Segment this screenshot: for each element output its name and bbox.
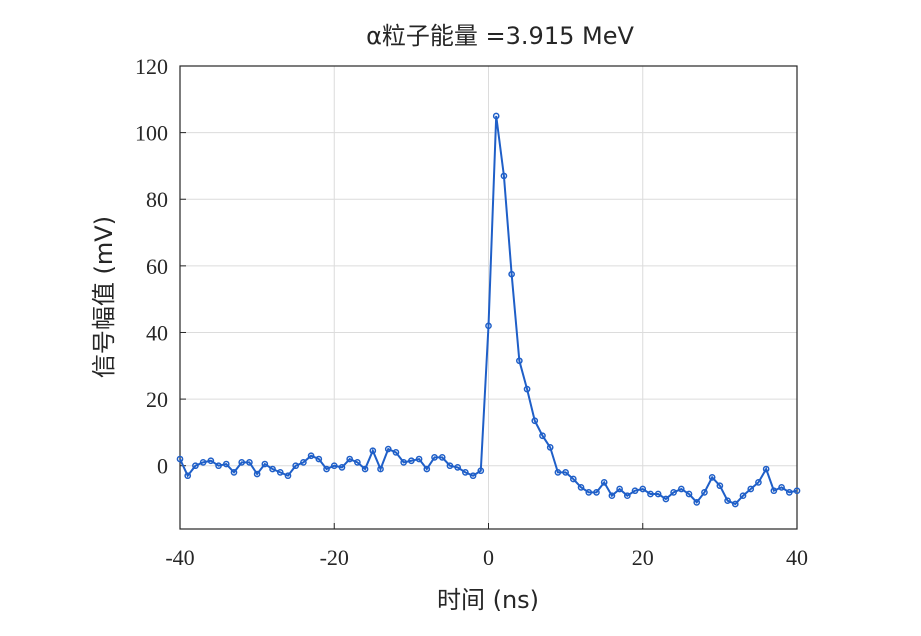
data-point	[361, 465, 369, 473]
data-point	[485, 322, 492, 330]
data-point	[462, 469, 469, 476]
data-point	[369, 447, 377, 455]
data-point	[323, 465, 330, 473]
data-point	[593, 489, 600, 496]
data-point	[469, 472, 477, 480]
x-axis-label: 时间 (ns)	[437, 586, 539, 614]
data-point	[238, 459, 246, 466]
data-point	[508, 270, 515, 278]
data-point	[446, 462, 454, 470]
data-point	[693, 499, 701, 506]
data-point	[423, 465, 431, 473]
data-point	[662, 495, 670, 503]
data-point	[261, 460, 269, 468]
data-point	[546, 444, 554, 451]
data-point	[222, 460, 230, 468]
data-point	[330, 462, 338, 470]
data-point	[246, 459, 253, 466]
data-point	[276, 469, 284, 476]
data-point	[785, 489, 793, 496]
data-point	[516, 357, 523, 365]
data-point	[415, 455, 423, 463]
data-point	[523, 385, 531, 393]
data-point	[685, 490, 693, 498]
data-point	[677, 485, 685, 493]
data-point	[577, 484, 585, 491]
data-point	[477, 467, 485, 475]
data-point	[176, 455, 184, 463]
data-point	[739, 492, 747, 500]
data-point	[708, 474, 716, 481]
data-point	[207, 457, 215, 465]
x-tick-label: -20	[320, 545, 349, 570]
data-point	[184, 472, 192, 480]
data-point	[770, 487, 778, 495]
data-point	[755, 479, 762, 486]
data-point	[778, 484, 785, 491]
data-point	[492, 112, 500, 120]
data-point	[307, 452, 315, 460]
y-tick-label: 120	[135, 54, 168, 79]
data-point	[616, 485, 623, 493]
data-point	[192, 462, 199, 470]
chart-title: α粒子能量 =3.915 MeV	[366, 22, 634, 50]
x-tick-label: 40	[786, 545, 808, 570]
y-tick-label: 60	[146, 254, 168, 279]
y-tick-label: 40	[146, 320, 168, 345]
data-point	[724, 497, 731, 505]
data-point	[562, 469, 569, 476]
data-point	[647, 490, 654, 498]
data-point	[199, 459, 207, 466]
data-point	[400, 459, 408, 466]
y-tick-label: 80	[146, 187, 168, 212]
data-point	[731, 500, 739, 508]
data-point	[623, 492, 631, 500]
data-point	[431, 454, 438, 461]
data-point	[315, 455, 323, 463]
data-point	[454, 464, 461, 471]
data-point	[701, 489, 708, 496]
data-point	[608, 492, 616, 500]
data-point	[569, 475, 577, 483]
plot-frame	[179, 65, 798, 530]
data-point	[408, 457, 415, 465]
data-point	[230, 469, 238, 476]
x-tick-label: 20	[632, 545, 654, 570]
y-tick-label: 0	[157, 454, 168, 479]
data-point	[670, 489, 677, 496]
data-point	[631, 487, 639, 495]
data-point	[716, 482, 724, 490]
data-point	[300, 459, 307, 466]
y-tick-label: 20	[146, 387, 168, 412]
data-point	[253, 470, 261, 478]
data-point	[554, 469, 562, 476]
data-point	[500, 172, 508, 180]
data-point	[438, 454, 446, 461]
x-tick-label: 0	[483, 545, 494, 570]
data-point	[585, 489, 593, 496]
data-point	[215, 462, 222, 470]
y-tick-label: 100	[135, 121, 168, 146]
data-point	[793, 487, 801, 495]
y-axis-label: 信号幅值 (mV)	[90, 216, 118, 378]
data-point	[539, 432, 546, 440]
data-point	[747, 485, 755, 493]
data-point	[354, 459, 361, 466]
x-tick-label: -40	[165, 545, 194, 570]
data-point	[392, 449, 400, 456]
data-point	[284, 472, 292, 480]
data-point	[377, 465, 384, 473]
data-point	[292, 462, 300, 470]
data-point	[639, 485, 647, 493]
data-point	[346, 455, 354, 463]
data-point	[531, 417, 539, 425]
data-point	[384, 445, 392, 453]
data-point	[654, 490, 662, 498]
data-point	[338, 464, 346, 471]
data-point	[600, 479, 608, 486]
data-point	[269, 465, 276, 473]
data-point	[762, 465, 770, 473]
